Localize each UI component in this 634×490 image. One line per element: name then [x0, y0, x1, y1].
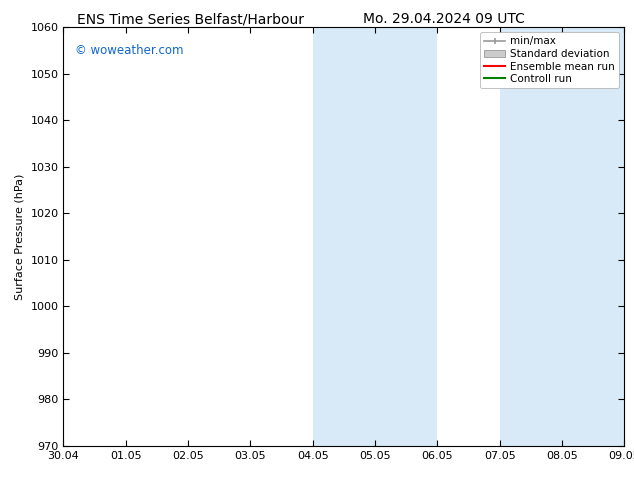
Bar — [313, 27, 375, 446]
Text: ENS Time Series Belfast/Harbour: ENS Time Series Belfast/Harbour — [77, 12, 304, 26]
Bar — [375, 27, 437, 446]
Text: © woweather.com: © woweather.com — [75, 44, 183, 57]
Text: Mo. 29.04.2024 09 UTC: Mo. 29.04.2024 09 UTC — [363, 12, 525, 26]
Bar — [562, 27, 624, 446]
Y-axis label: Surface Pressure (hPa): Surface Pressure (hPa) — [15, 173, 25, 299]
Bar — [500, 27, 562, 446]
Legend: min/max, Standard deviation, Ensemble mean run, Controll run: min/max, Standard deviation, Ensemble me… — [480, 32, 619, 88]
